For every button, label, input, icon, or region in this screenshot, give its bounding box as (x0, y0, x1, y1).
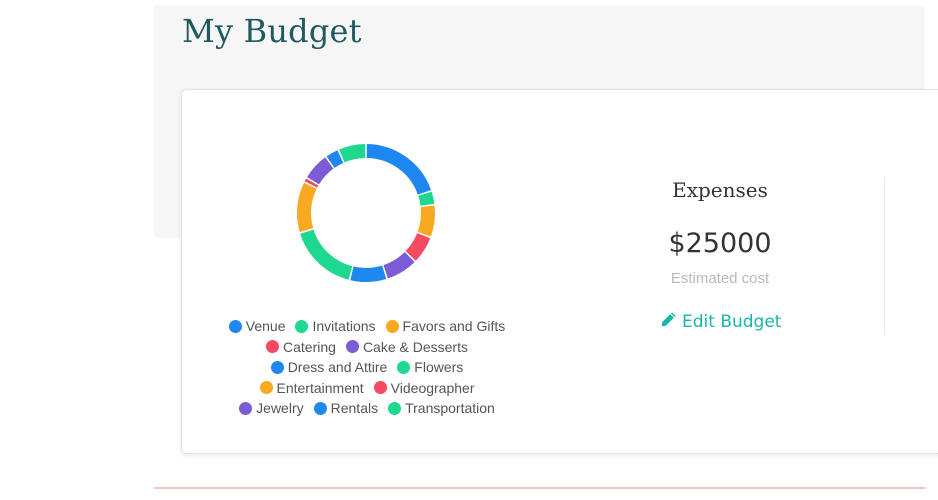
legend-item[interactable]: Favors and Gifts (385, 318, 506, 335)
legend-label: Jewelry (256, 400, 304, 417)
legend-item[interactable]: Rentals (313, 400, 379, 417)
legend-color-swatch (388, 401, 402, 415)
legend-label: Dress and Attire (287, 359, 388, 376)
legend-color-swatch (345, 340, 359, 354)
legend-color-swatch (270, 360, 284, 374)
pencil-icon (660, 311, 677, 333)
donut-slice-rentals[interactable] (326, 150, 344, 168)
donut-slice-invitations[interactable] (418, 191, 435, 206)
donut-slice-jewelry[interactable] (307, 157, 334, 185)
legend-item[interactable]: Videographer (373, 379, 475, 396)
donut-slice-catering[interactable] (405, 232, 431, 261)
donut-slice-venue[interactable] (366, 144, 432, 195)
legend-row: Venue Invitations Favors and Gifts (214, 316, 520, 337)
legend-item[interactable]: Dress and Attire (270, 359, 388, 376)
donut-slice-flowers[interactable] (300, 229, 353, 280)
legend-color-swatch (228, 319, 242, 333)
legend-label: Catering (283, 338, 336, 355)
legend-color-swatch (313, 401, 327, 415)
expenses-subtitle: Estimated cost (670, 270, 770, 287)
bottom-divider (154, 487, 925, 489)
legend-item[interactable]: Cake & Desserts (345, 338, 468, 355)
legend-label: Cake & Desserts (362, 338, 468, 355)
legend-item[interactable]: Catering (266, 339, 336, 355)
legend-label: Transportation (405, 400, 495, 417)
budget-donut-chart (297, 144, 435, 282)
expenses-title: Expenses (672, 178, 768, 202)
legend-row: Entertainment Videographer (214, 378, 520, 399)
donut-slice-transportation[interactable] (339, 144, 366, 163)
legend-color-swatch (259, 381, 273, 395)
legend-color-swatch (295, 319, 309, 333)
edit-budget-label: Edit Budget (682, 312, 782, 332)
donut-slice-videographer[interactable] (304, 178, 319, 188)
donut-slice-cake-desserts[interactable] (383, 251, 415, 279)
donut-slice-entertainment[interactable] (297, 182, 317, 233)
legend-item[interactable]: Venue (228, 318, 286, 335)
legend-item[interactable]: Transportation (388, 400, 495, 416)
legend-color-swatch (266, 340, 280, 354)
budget-card (181, 89, 938, 454)
legend-item[interactable]: Invitations (295, 318, 376, 335)
legend-item[interactable]: Flowers (397, 359, 463, 375)
legend-label: Videographer (390, 379, 475, 396)
legend-item[interactable]: Entertainment (259, 379, 364, 396)
legend-row: Catering Cake & Desserts (214, 337, 520, 358)
legend-row: Dress and Attire Flowers (214, 357, 520, 378)
expenses-amount: $25000 (668, 228, 772, 259)
donut-slice-favors-and-gifts[interactable] (417, 205, 435, 237)
legend-color-swatch (373, 381, 387, 395)
legend-row: Jewelry Rentals Transportation (214, 398, 520, 419)
legend-label: Favors and Gifts (402, 318, 506, 335)
legend-label: Invitations (312, 318, 376, 335)
chart-legend: Venue Invitations Favors and Gifts Catering… (214, 316, 520, 419)
page-title: My Budget (182, 12, 362, 50)
legend-label: Rentals (330, 400, 379, 417)
donut-slice-dress-and-attire[interactable] (350, 265, 387, 282)
legend-label: Entertainment (276, 379, 364, 396)
legend-color-swatch (239, 401, 253, 415)
legend-item[interactable]: Jewelry (239, 400, 304, 417)
legend-color-swatch (385, 319, 399, 333)
card-divider (884, 178, 885, 335)
legend-label: Flowers (414, 359, 464, 376)
edit-budget-link[interactable]: Edit Budget (660, 311, 781, 333)
legend-label: Venue (245, 318, 286, 335)
legend-color-swatch (397, 360, 411, 374)
